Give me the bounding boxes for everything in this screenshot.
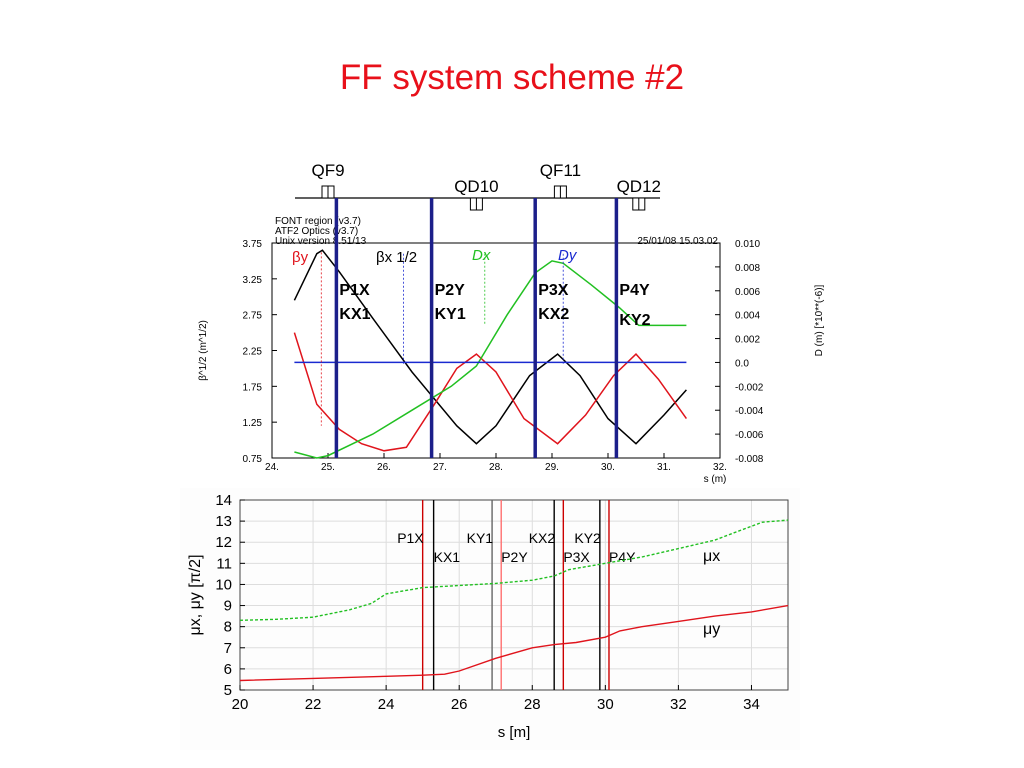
bottom-series: μx μy: [239, 519, 789, 682]
legend-entry-3: Dy: [558, 247, 578, 264]
bpm-label-p3x: P3X: [538, 282, 569, 299]
magnet-label-qd10: QD10: [454, 177, 498, 196]
x-tick-label: 28.: [489, 462, 503, 473]
vline-label-kx2: KX2: [529, 530, 556, 546]
vline-label-p4y: P4Y: [609, 549, 636, 565]
bpm-label-ky1: KY1: [435, 306, 466, 323]
y-left-tick-label: 2.25: [243, 347, 263, 358]
chart-header-info: FONT region (v3.7)ATF2 Optics (v3.7)Unix…: [275, 216, 718, 247]
beta-dispersion-chart: QF9 QD10 QF11 QD12 FONT region (v3.7)ATF2 O…: [198, 161, 825, 485]
bpm-label-kx2: KX2: [538, 306, 569, 323]
vline-label-p1x: P1X: [397, 530, 424, 546]
magnet-lattice: QF9 QD10 QF11 QD12: [295, 161, 661, 211]
x-tick-label: 27.: [433, 462, 447, 473]
y-left-tick-label: 3.75: [243, 239, 263, 250]
x-tick-label: 31.: [657, 462, 671, 473]
header-line: Unix version 8.51/13: [275, 236, 367, 247]
y-right-tick-label: 0.006: [735, 287, 760, 298]
header-date: 25/01/08 15.03.02: [637, 236, 718, 247]
bottom-chart-bg: [180, 488, 800, 750]
bpm-label-p2y: P2Y: [435, 282, 466, 299]
x-axis-label: s [m]: [498, 724, 531, 741]
top-series: [293, 249, 688, 459]
y-right-tick-label: 0.0: [735, 358, 749, 369]
x-tick-label: 34: [743, 696, 760, 713]
y-right-axis-label: D (m) [*10**(-6)]: [814, 284, 825, 356]
bottom-plot-frame: [239, 499, 789, 691]
magnet-label-qd12: QD12: [617, 177, 661, 196]
bpm-markers: P1X KX1 P2Y KY1 P3X KX2 P4Y KY2: [334, 198, 651, 458]
legend-entry-1: βx 1/2: [376, 249, 417, 266]
y-left-tick-label: 0.75: [243, 454, 263, 465]
series-label-mu-y: μy: [703, 621, 720, 638]
bottom-axes: 20 22 24 26 28 30 32 34 5 6 7 8 9 10 11 12 13 14 s [m] μx, …: [187, 492, 760, 741]
series-line-2: [294, 260, 687, 459]
x-tick-label: 30: [597, 696, 614, 713]
y-right-tick-label: -0.004: [735, 406, 764, 417]
y-tick-label: 9: [224, 598, 232, 615]
y-tick-label: 14: [215, 492, 232, 509]
y-left-tick-label: 3.25: [243, 275, 263, 286]
x-tick-label: 28: [524, 696, 541, 713]
y-left-tick-label: 1.25: [243, 418, 263, 429]
y-tick-label: 10: [215, 576, 232, 593]
x-tick-label: 30.: [601, 462, 615, 473]
vline-label-ky1: KY1: [467, 530, 494, 546]
y-left-tick-label: 2.75: [243, 311, 263, 322]
bpm-label-p4y: P4Y: [619, 282, 650, 299]
x-tick-label: 32.: [713, 462, 727, 473]
top-legend: βy βx 1/2 Dx Dy: [292, 247, 578, 266]
x-tick-label: 26.: [377, 462, 391, 473]
x-tick-label: 22: [305, 696, 322, 713]
y-right-tick-label: 0.002: [735, 335, 760, 346]
series-line-1: [293, 332, 688, 452]
x-tick-label: 25.: [321, 462, 335, 473]
y-tick-label: 7: [224, 640, 232, 657]
vline-label-p3x: P3X: [563, 549, 590, 565]
magnet-label-qf11: QF11: [540, 161, 581, 180]
y-right-tick-label: 0.004: [735, 311, 760, 322]
x-tick-label: 29.: [545, 462, 559, 473]
vline-label-p2y: P2Y: [501, 549, 528, 565]
vline-label-kx1: KX1: [434, 549, 461, 565]
bpm-label-kx1: KX1: [339, 306, 370, 323]
x-tick-label: 26: [451, 696, 468, 713]
y-right-tick-label: -0.008: [735, 454, 764, 465]
y-left-axis-label: β^1/2 (m^1/2): [198, 320, 209, 381]
header-line: FONT region (v3.7): [275, 216, 361, 227]
y-tick-label: 8: [224, 619, 232, 636]
top-axes: 24. 25. 26. 27. 28. 29. 30. 31. 32. 0.75 1.25 1.75 2…: [198, 239, 825, 485]
x-tick-label: 32: [670, 696, 687, 713]
y-right-tick-label: -0.002: [735, 382, 764, 393]
y-left-tick-label: 1.75: [243, 382, 263, 393]
legend-entry-0: βy: [292, 249, 309, 266]
y-right-tick-label: 0.010: [735, 239, 760, 250]
y-tick-label: 12: [215, 534, 232, 551]
series-line-0: [239, 519, 789, 621]
y-right-tick-label: 0.008: [735, 263, 760, 274]
x-axis-label: s (m): [704, 474, 727, 485]
x-tick-label: 20: [232, 696, 249, 713]
bpm-label-p1x: P1X: [339, 282, 370, 299]
vline-label-ky2: KY2: [574, 530, 601, 546]
series-line-0: [293, 249, 687, 445]
slide-title: FF system scheme #2: [339, 58, 685, 97]
y-right-tick-label: -0.006: [735, 430, 764, 441]
header-line: ATF2 Optics (v3.7): [275, 226, 358, 237]
series-label-mu-x: μx: [703, 548, 720, 565]
y-tick-label: 11: [216, 555, 232, 572]
y-tick-label: 6: [224, 661, 232, 678]
y-tick-label: 5: [224, 682, 232, 699]
series-line-1: [239, 604, 789, 682]
x-tick-label: 24.: [265, 462, 279, 473]
legend-entry-2: Dx: [472, 247, 491, 264]
bpm-label-ky2: KY2: [619, 312, 650, 329]
y-tick-label: 13: [215, 513, 232, 530]
magnet-label-qf9: QF9: [311, 161, 344, 180]
y-axis-label: μx, μy [π/2]: [187, 554, 204, 635]
x-tick-label: 24: [378, 696, 395, 713]
